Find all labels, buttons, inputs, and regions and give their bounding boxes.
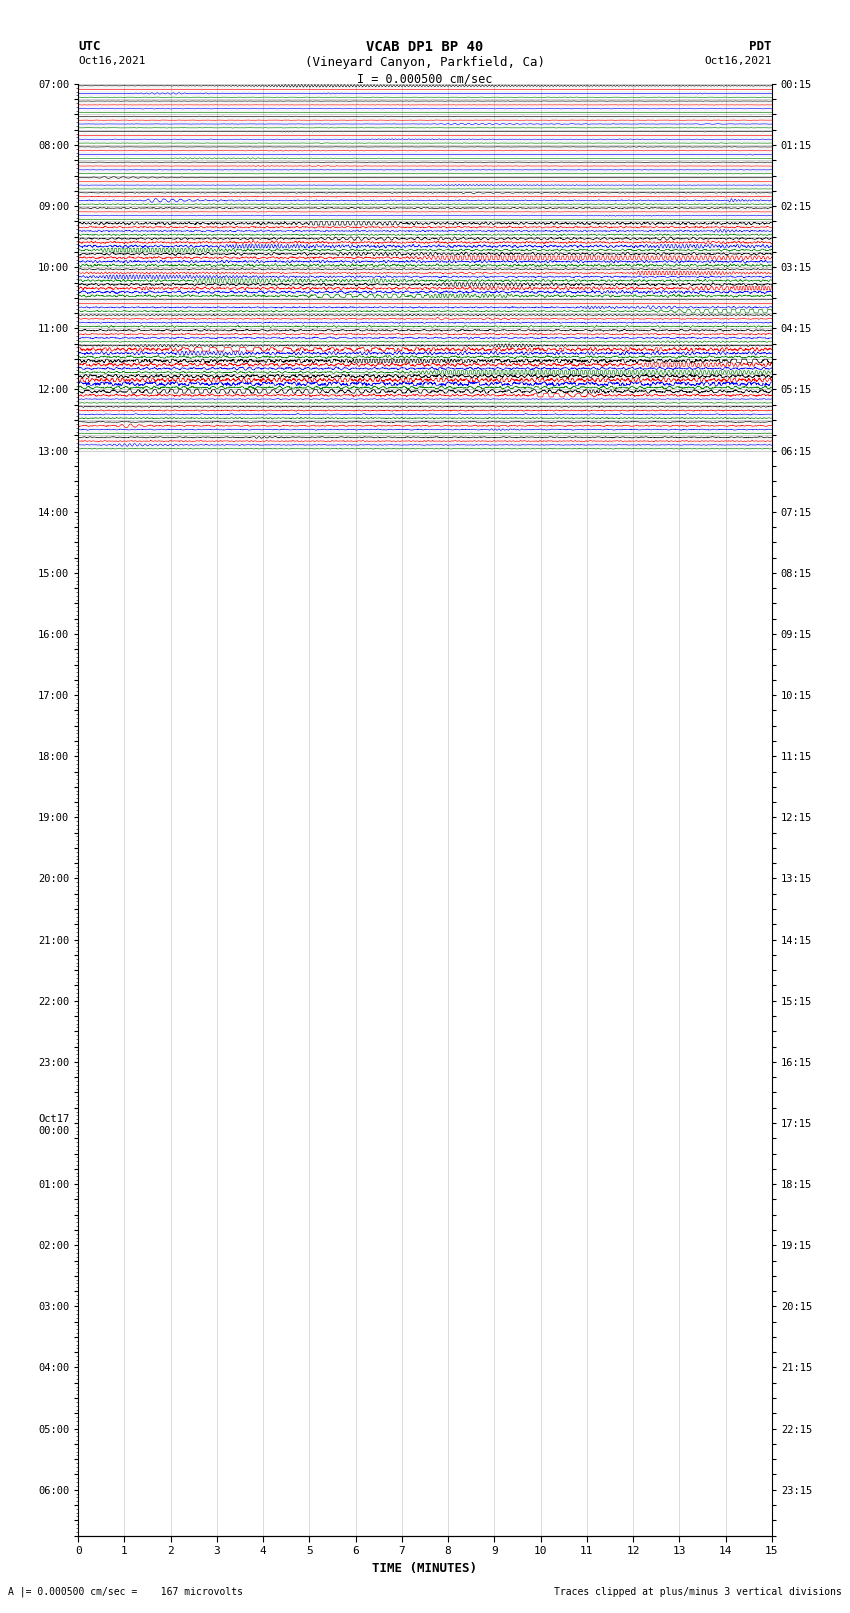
Text: Oct16,2021: Oct16,2021 bbox=[78, 56, 145, 66]
Text: I = 0.000500 cm/sec: I = 0.000500 cm/sec bbox=[357, 73, 493, 85]
Text: (Vineyard Canyon, Parkfield, Ca): (Vineyard Canyon, Parkfield, Ca) bbox=[305, 56, 545, 69]
Text: UTC: UTC bbox=[78, 40, 100, 53]
Text: PDT: PDT bbox=[750, 40, 772, 53]
Text: Oct16,2021: Oct16,2021 bbox=[705, 56, 772, 66]
Text: A |= 0.000500 cm/sec =    167 microvolts: A |= 0.000500 cm/sec = 167 microvolts bbox=[8, 1586, 243, 1597]
Text: Traces clipped at plus/minus 3 vertical divisions: Traces clipped at plus/minus 3 vertical … bbox=[553, 1587, 842, 1597]
X-axis label: TIME (MINUTES): TIME (MINUTES) bbox=[372, 1561, 478, 1574]
Text: VCAB DP1 BP 40: VCAB DP1 BP 40 bbox=[366, 40, 484, 55]
